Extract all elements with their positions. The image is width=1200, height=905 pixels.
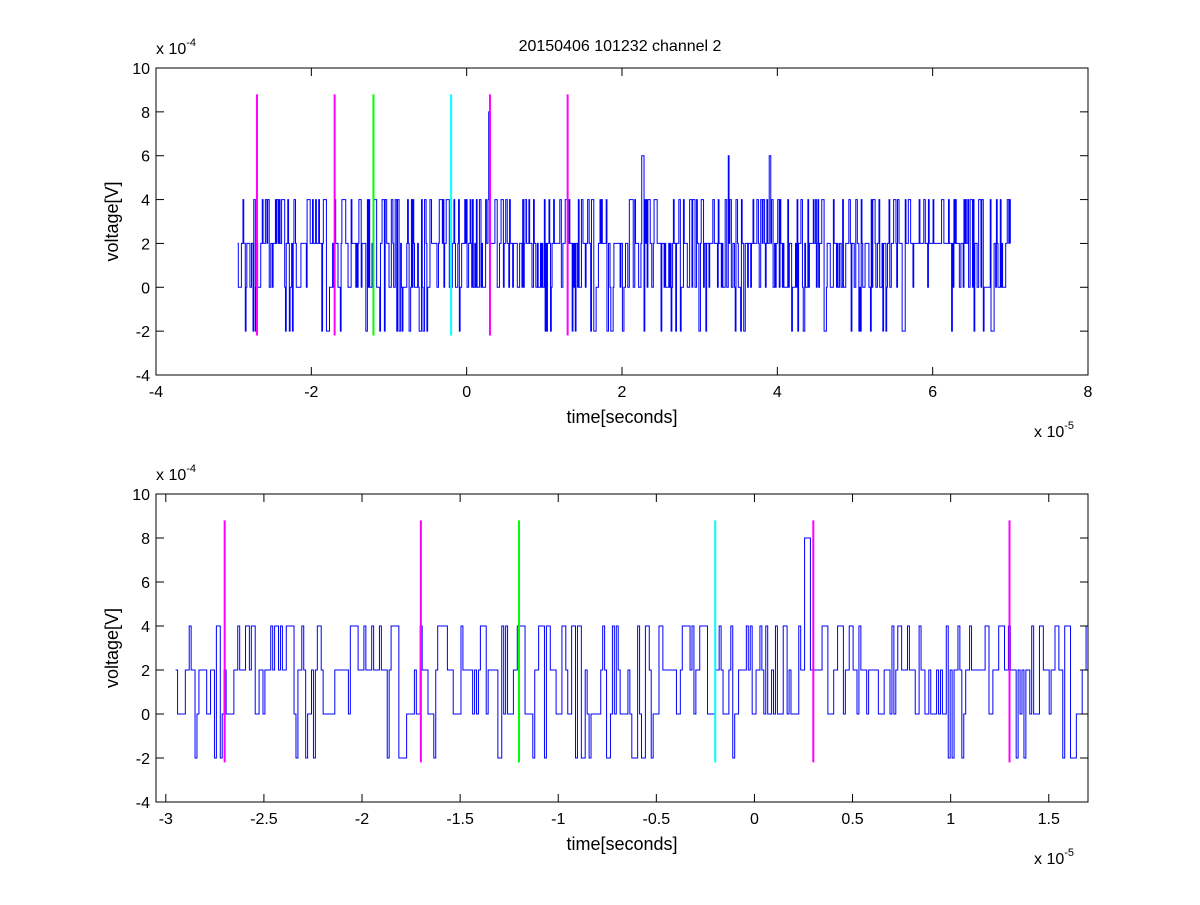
- x-tick-label: 1.5: [1038, 811, 1060, 828]
- x-exponent-power: -5: [1064, 847, 1074, 859]
- x-exponent-label: x 10-5: [1034, 420, 1074, 441]
- y-tick-label: 2: [141, 663, 150, 680]
- plot-frame: [155, 493, 1089, 803]
- y-tick-label: 4: [141, 619, 150, 636]
- y-exponent-power: -4: [186, 463, 196, 475]
- x-exponent-label: x 10-5: [1034, 847, 1074, 868]
- y-tick-label: -4: [136, 795, 150, 812]
- x-tick-label: -0.5: [643, 811, 671, 828]
- x-tick-label: 6: [928, 384, 937, 401]
- x-tick-label: 4: [773, 384, 782, 401]
- y-tick-label: 6: [141, 575, 150, 592]
- x-axis-label: time[seconds]: [566, 407, 677, 427]
- x-exponent-base: x 10: [1034, 851, 1064, 868]
- y-exponent-base: x 10: [156, 41, 186, 58]
- y-tick-label: 4: [141, 193, 150, 210]
- x-tick-label: -1: [551, 811, 565, 828]
- x-tick-label: -3: [159, 811, 173, 828]
- y-tick-label: 10: [132, 487, 150, 504]
- chart-1: -4 -2 0 2 4 6 8 -4 -2 0 2 4 6 8 10 time[seconds] voltage…: [102, 37, 1093, 441]
- x-tick-label: 1: [946, 811, 955, 828]
- y-tick-label: 0: [141, 707, 150, 724]
- y-axis-label: voltage[V]: [102, 181, 122, 261]
- signal-trace: [175, 537, 1088, 759]
- y-tick-label: 8: [141, 531, 150, 548]
- x-exponent-power: -5: [1064, 420, 1074, 432]
- y-exponent-base: x 10: [156, 467, 186, 484]
- signal-trace: [237, 111, 1011, 332]
- x-tick-label: 0: [462, 384, 471, 401]
- x-tick-label: 0: [750, 811, 759, 828]
- chart-2: -3 -2.5 -2 -1.5 -1 -0.5 0 0.5 1 1.5 -4 -2 0 2 4 6 8 10 tim…: [102, 463, 1089, 868]
- x-axis-label: time[seconds]: [566, 834, 677, 854]
- x-tick-label: -1.5: [446, 811, 474, 828]
- y-tick-label: -2: [136, 751, 150, 768]
- x-tick-label: -4: [149, 384, 163, 401]
- y-axis-label: voltage[V]: [102, 608, 122, 688]
- figure-title: 20150406 101232 channel 2: [519, 38, 722, 55]
- x-tick-label: 0.5: [841, 811, 863, 828]
- x-tick-label: 8: [1084, 384, 1093, 401]
- y-exponent-label: x 10-4: [156, 37, 196, 58]
- y-tick-label: 0: [141, 280, 150, 297]
- x-tick-label: 2: [618, 384, 627, 401]
- x-tick-label: -2: [304, 384, 318, 401]
- y-exponent-label: x 10-4: [156, 463, 196, 484]
- y-exponent-power: -4: [186, 37, 196, 49]
- y-tick-label: -2: [136, 324, 150, 341]
- signal-line: [175, 537, 1088, 759]
- y-tick-label: 8: [141, 105, 150, 122]
- y-tick-label: 10: [132, 61, 150, 78]
- y-tick-label: 6: [141, 149, 150, 166]
- y-tick-label: 2: [141, 236, 150, 253]
- signal-line: [237, 111, 1011, 332]
- x-exponent-base: x 10: [1034, 424, 1064, 441]
- x-tick-label: -2.5: [250, 811, 278, 828]
- x-tick-label: -2: [355, 811, 369, 828]
- y-tick-label: -4: [136, 368, 150, 385]
